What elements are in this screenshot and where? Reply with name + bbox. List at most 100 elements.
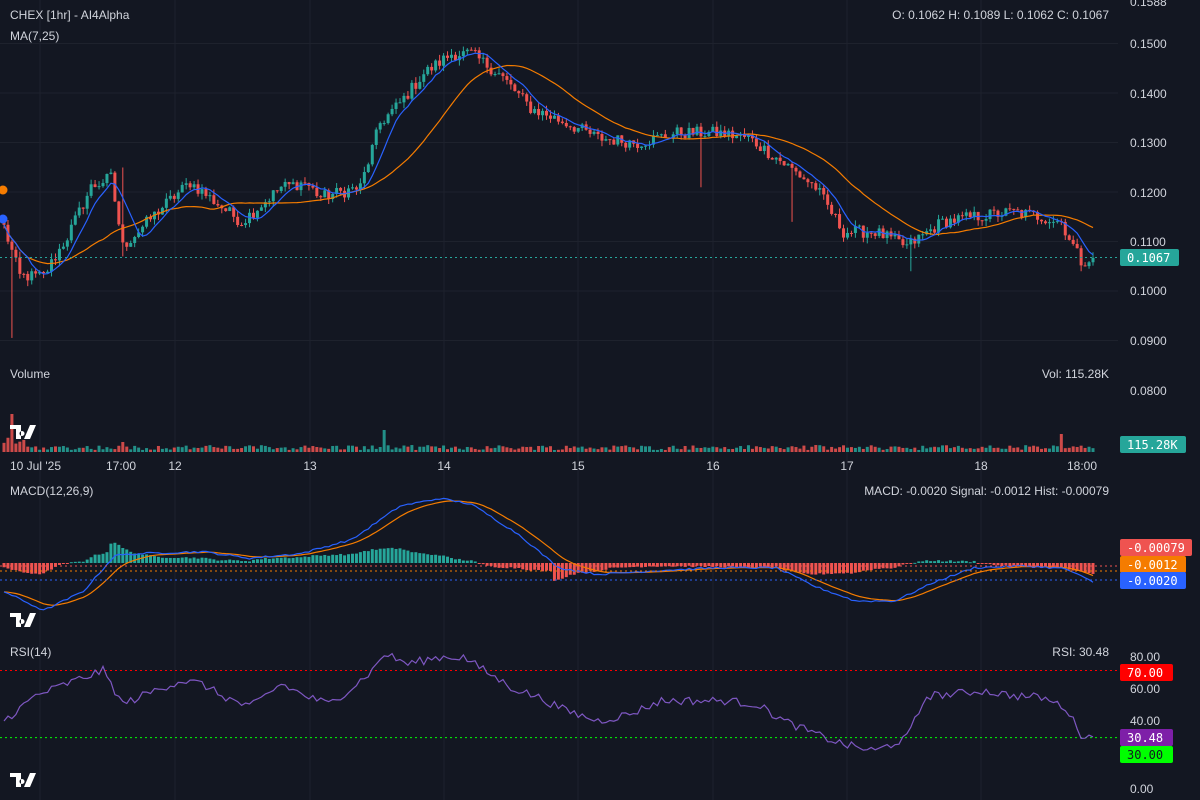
candle	[992, 206, 996, 215]
macd-histogram-bar	[61, 563, 65, 564]
macd-histogram-bar	[774, 563, 778, 567]
volume-bar	[362, 446, 366, 452]
macd-histogram-bar	[632, 563, 636, 568]
macd-histogram-bar	[101, 553, 105, 563]
volume-bar	[232, 448, 236, 452]
macd-histogram-bar	[1016, 563, 1020, 566]
macd-histogram-bar	[34, 563, 38, 574]
volume-bar	[172, 447, 176, 452]
candle	[782, 160, 786, 166]
macd-histogram-bar	[576, 563, 580, 573]
volume-bar	[604, 447, 608, 452]
volume-bar	[378, 447, 382, 452]
candle	[941, 215, 945, 220]
candle	[822, 184, 826, 200]
volume-bar	[513, 449, 517, 452]
volume-bar	[105, 447, 109, 452]
price-pane[interactable]	[2, 46, 1095, 338]
candle	[537, 103, 541, 120]
candle	[651, 130, 655, 148]
macd-histogram-bar	[1004, 563, 1008, 565]
volume-bar	[834, 448, 838, 452]
candle	[956, 213, 960, 226]
macd-histogram-bar	[271, 558, 275, 563]
macd-histogram-bar	[513, 563, 517, 569]
macd-histogram-bar	[885, 563, 889, 569]
volume-bar	[168, 449, 172, 452]
volume-bar	[335, 445, 339, 452]
svg-text:30.00: 30.00	[1127, 748, 1163, 762]
volume-bar	[434, 446, 438, 452]
candle	[687, 122, 691, 140]
macd-histogram-bar	[172, 557, 176, 563]
volume-bar	[976, 448, 980, 452]
rsi-lower-tag: 30.00	[1120, 746, 1173, 763]
macd-histogram-bar	[434, 554, 438, 563]
time-label: 10 Jul '25	[10, 459, 61, 473]
macd-histogram-bar	[711, 563, 715, 567]
volume-bar	[121, 442, 125, 452]
volume-bar	[889, 446, 893, 452]
macd-histogram-bar	[97, 554, 101, 563]
volume-bar	[350, 445, 354, 452]
volume-bar	[156, 445, 160, 452]
candle	[473, 47, 477, 53]
candle	[469, 47, 473, 51]
volume-bar	[196, 447, 200, 452]
volume-bar	[711, 446, 715, 452]
candle	[446, 51, 450, 61]
volume-bar	[830, 446, 834, 452]
macd-histogram-bar	[948, 560, 952, 563]
volume-bar	[521, 446, 525, 452]
tradingview-logo-icon	[10, 613, 36, 627]
candle	[422, 69, 426, 88]
volume-bar	[659, 448, 663, 452]
macd-pane[interactable]	[0, 497, 1118, 611]
macd-signal-line	[3, 500, 1094, 606]
volume-bar	[1075, 446, 1079, 452]
svg-text:-0.00079: -0.00079	[1127, 541, 1185, 555]
price-tick: 0.0800	[1130, 384, 1167, 398]
macd-histogram-bar	[917, 561, 921, 563]
macd-histogram-bar	[933, 561, 937, 563]
candle	[232, 205, 236, 223]
volume-bar	[73, 449, 77, 452]
macd-histogram-bar	[937, 560, 941, 563]
candle	[806, 177, 810, 188]
volume-bar	[1091, 448, 1095, 452]
moving-average-lines	[3, 52, 1094, 275]
candle	[810, 181, 814, 189]
volume-bar	[406, 446, 410, 452]
volume-bar	[869, 445, 873, 452]
macd-histogram-bar	[897, 563, 901, 567]
candle	[216, 199, 220, 208]
volume-bar	[145, 448, 149, 452]
candle	[1063, 218, 1067, 240]
rsi-pane[interactable]	[0, 652, 1118, 751]
macd-histogram-bar	[762, 563, 766, 567]
time-label: 17	[840, 459, 854, 473]
macd-histogram-bar	[42, 563, 46, 574]
macd-histogram-bar	[473, 561, 477, 563]
time-label: 17:00	[106, 459, 136, 473]
volume-bar	[149, 449, 153, 452]
price-tick: 0.1500	[1130, 37, 1167, 51]
svg-text:-0.0020: -0.0020	[1127, 574, 1178, 588]
volume-bar	[881, 449, 885, 452]
volume-bar	[988, 445, 992, 452]
volume-bar	[89, 448, 93, 452]
macd-histogram-bar	[240, 561, 244, 563]
macd-histogram-bar	[2, 563, 6, 568]
candle	[125, 242, 129, 251]
volume-bar	[944, 445, 948, 452]
macd-histogram-bar	[287, 558, 291, 563]
macd-histogram-bar	[176, 557, 180, 563]
candle	[240, 222, 244, 227]
volume-bar	[208, 445, 212, 452]
candle	[430, 63, 434, 75]
macd-histogram-bar	[410, 552, 414, 563]
macd-histogram-bar	[921, 561, 925, 563]
candle	[287, 181, 291, 190]
macd-histogram-bar	[640, 563, 644, 568]
